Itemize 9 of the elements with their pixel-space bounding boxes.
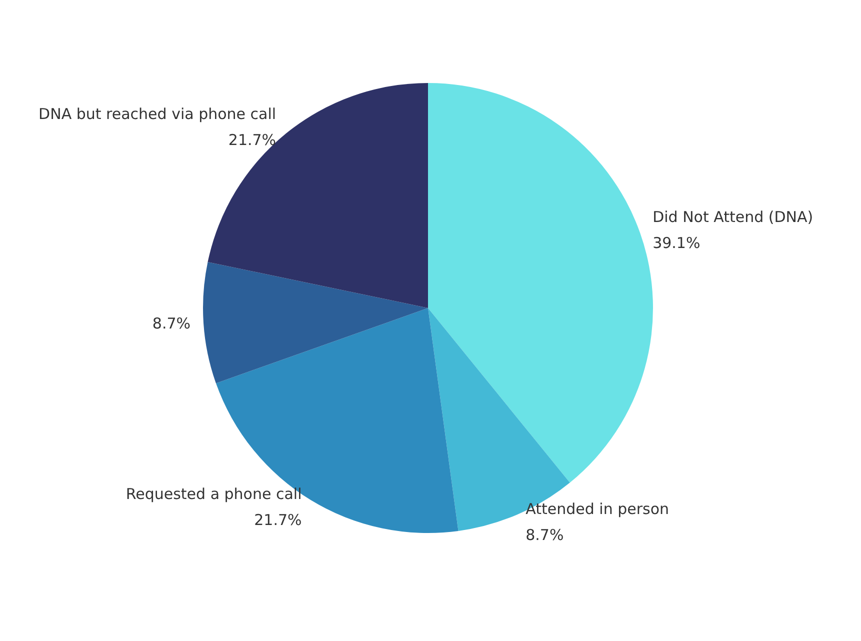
data-label: 21.7% xyxy=(254,510,302,529)
slice-label: Attended in person xyxy=(526,500,670,518)
data-label: 39.1% xyxy=(652,234,700,252)
data-label: 21.7% xyxy=(228,131,276,150)
slice-label: Requested a phone call xyxy=(126,484,302,503)
data-label: 8.7% xyxy=(526,526,564,544)
slice-label: DNA but reached via phone call xyxy=(38,105,276,124)
data-label: 8.7% xyxy=(152,314,191,333)
slice-label: Did Not Attend (DNA) xyxy=(652,208,814,226)
